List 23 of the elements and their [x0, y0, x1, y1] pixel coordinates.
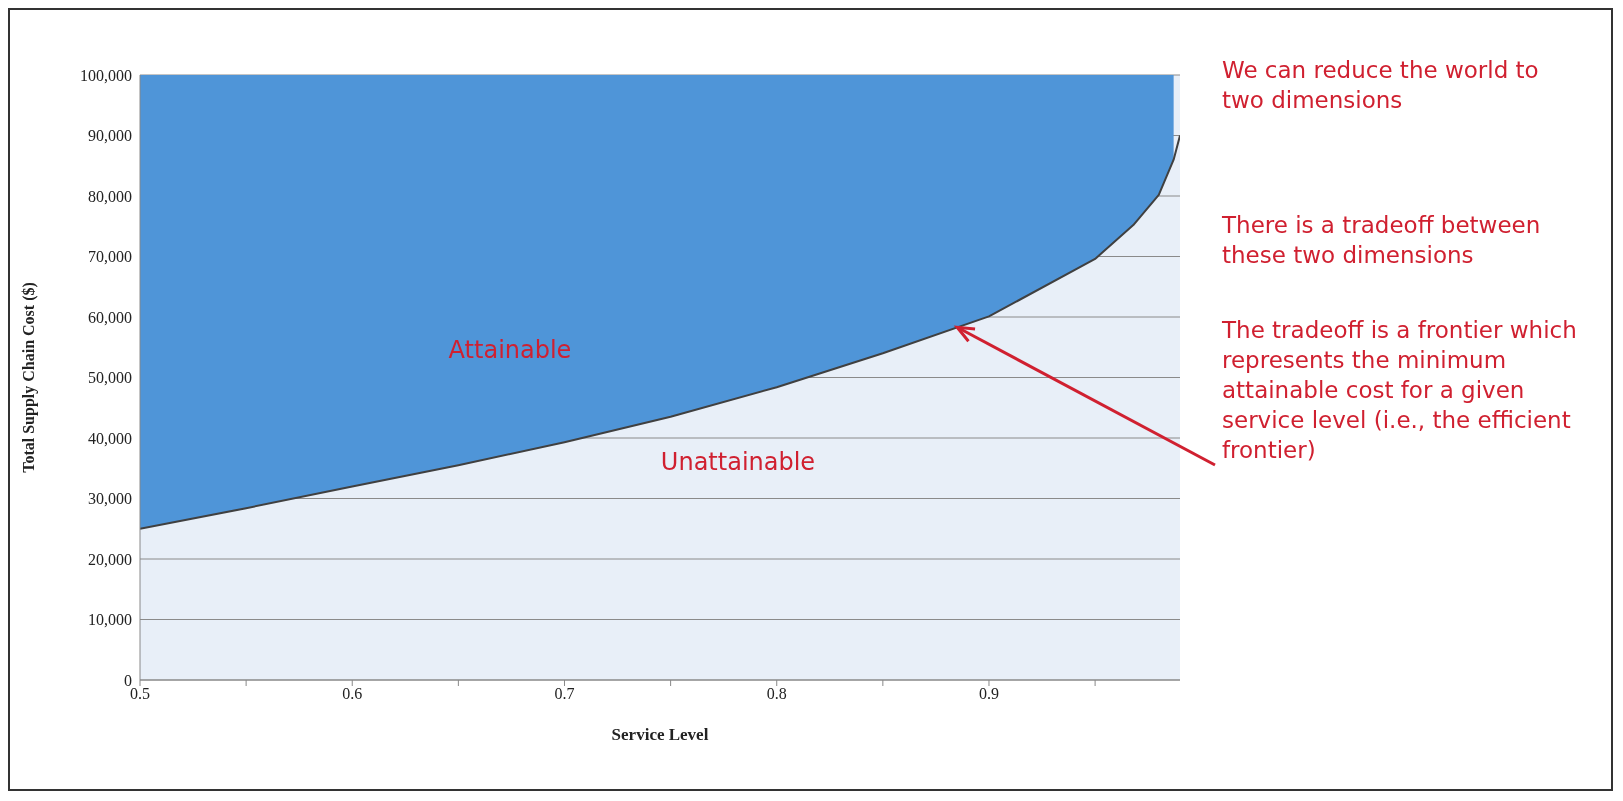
x-tick-label: 0.6: [342, 685, 363, 703]
y-tick-label: 60,000: [88, 308, 132, 326]
x-tick-label: 0.8: [766, 685, 787, 703]
y-tick-label: 40,000: [88, 429, 132, 447]
y-tick-label: 90,000: [88, 127, 132, 145]
y-tick-label: 10,000: [88, 611, 132, 629]
text: We can reduce the world to two dimensions: [1222, 56, 1540, 115]
y-tick-label: 80,000: [88, 187, 132, 205]
y-tick-label: 30,000: [88, 490, 132, 508]
x-tick-label: 0.7: [554, 685, 575, 703]
y-tick-label: 70,000: [88, 248, 132, 266]
y-tick-label: 100,000: [80, 66, 132, 84]
annotation: The tradeoff is a frontier which represents the minimum attainable cost for a given service level (i.e., the efficient frontier): [1222, 316, 1578, 465]
annotation: Unattainable: [660, 448, 816, 476]
x-tick-label: 0.5: [130, 685, 150, 703]
text: There is a tradeoff between these two dimensions: [1222, 211, 1542, 270]
y-axis-title: Total Supply Chain Cost ($): [19, 282, 38, 473]
x-tick-label: 0.9: [978, 685, 999, 703]
y-tick-label: 20,000: [88, 550, 132, 568]
annotation: Attainable: [448, 336, 572, 364]
y-tick-label: 50,000: [88, 369, 132, 387]
x-axis-title: Service Level: [611, 725, 709, 744]
y-tick-label: 0: [124, 671, 132, 689]
